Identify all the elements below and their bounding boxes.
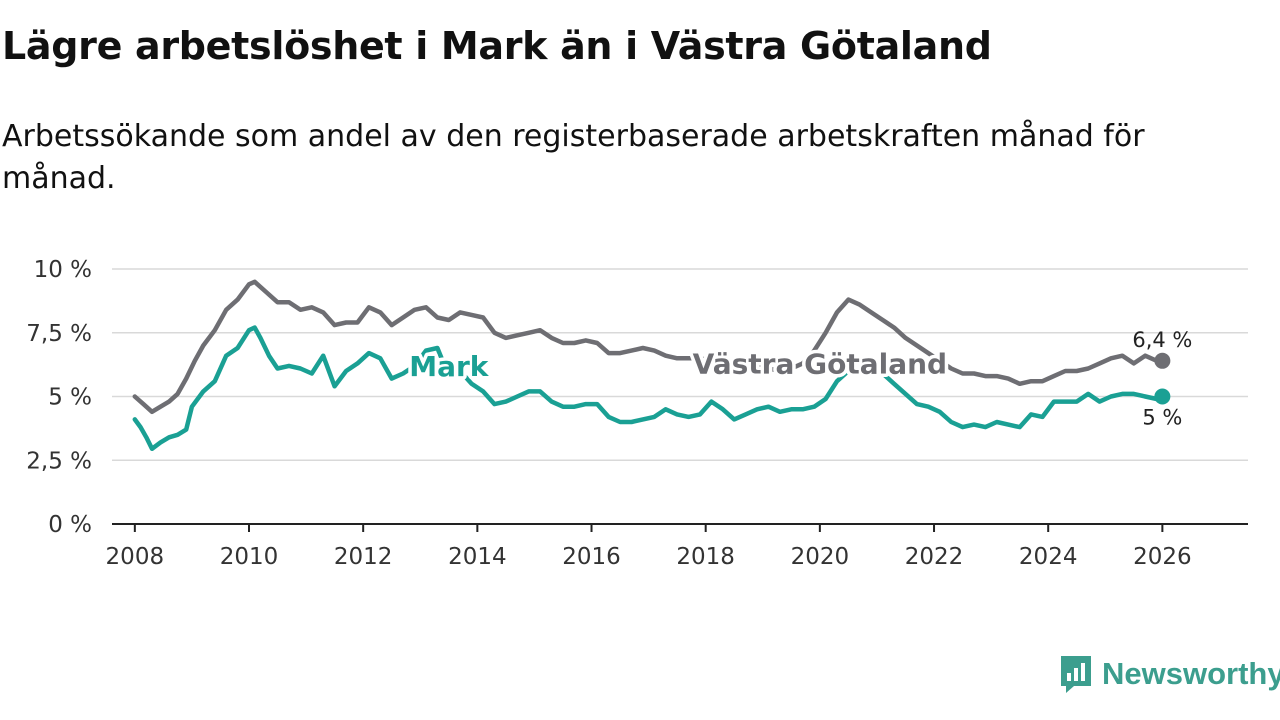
newsworthy-logo[interactable]: Newsworthy [1058,654,1280,694]
x-tick-label: 2026 [1133,544,1192,570]
y-tick-label: 2,5 % [26,448,92,474]
x-tick-label: 2022 [905,544,964,570]
x-tick-label: 2020 [791,544,850,570]
y-tick-label: 0 % [48,512,92,538]
x-tick-label: 2014 [448,544,507,570]
vastra-gotaland-end-label: 6,4 % [1132,328,1192,352]
vastra-gotaland-label: Västra Götaland [693,347,948,380]
x-tick-label: 2018 [676,544,735,570]
series-labels: Västra Götaland Mark [406,344,951,387]
series-group: 6,4 % 5 % [132,279,1192,452]
vastra-gotaland-line [132,279,1165,415]
mark-end-point [1154,388,1171,405]
x-axis: 2008 2010 2012 2014 2016 2018 2020 2022 2024 2026 [106,523,1248,570]
chart-subtitle: Arbetssökande som andel av den registerb… [2,119,1145,196]
x-tick-label: 2024 [1019,544,1078,570]
mark-end-label: 5 % [1142,406,1182,430]
x-tick-label: 2016 [562,544,621,570]
mark-line [132,325,1165,452]
x-tick-label: 2008 [106,544,165,570]
y-tick-label: 7,5 % [26,321,92,347]
y-tick-label: 10 % [34,257,92,283]
mark-label: Mark [409,350,490,383]
x-tick-label: 2010 [220,544,279,570]
newsworthy-logo-icon [1061,656,1091,693]
vastra-gotaland-end-point [1154,352,1171,369]
brand-name: Newsworthy [1102,656,1280,691]
x-tick-label: 2012 [334,544,393,570]
line-chart: 0 % 2,5 % 5 % 7,5 % 10 % 2008 2010 2012 2014 201… [26,257,1248,570]
y-tick-label: 5 % [48,385,92,411]
chart-title: Lägre arbetslöshet i Mark än i Västra Gö… [2,24,992,68]
grid-lines: 0 % 2,5 % 5 % 7,5 % 10 % [26,257,1248,538]
